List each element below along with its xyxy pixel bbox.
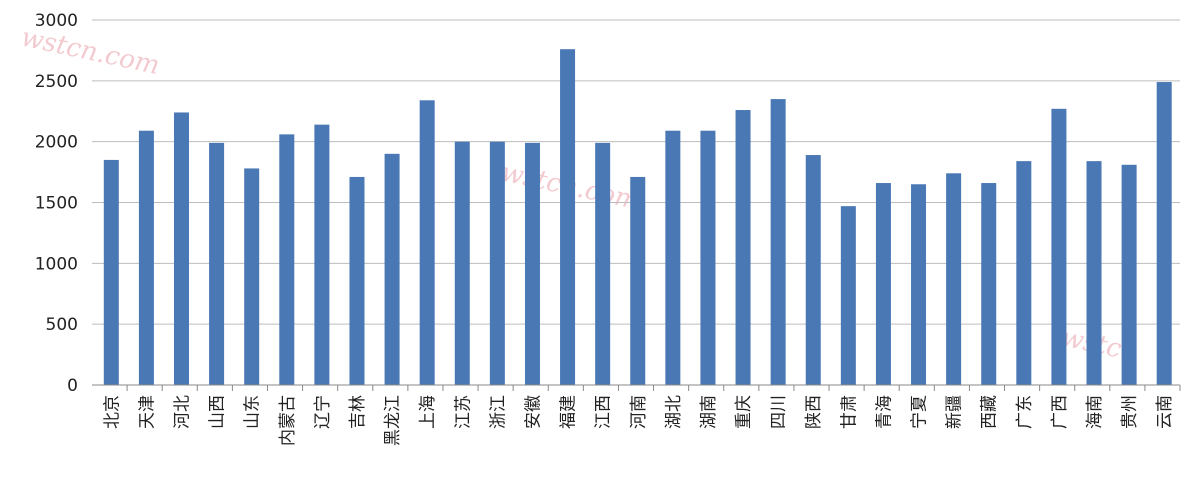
x-category-label: 新疆 (945, 395, 965, 429)
bar (314, 124, 330, 385)
x-category-label: 海南 (1085, 395, 1105, 429)
bar (560, 49, 576, 385)
x-category-label: 河南 (629, 395, 649, 429)
bar (770, 99, 786, 385)
y-tick-label: 0 (67, 376, 78, 396)
bar (630, 176, 646, 385)
x-category-label: 重庆 (734, 395, 754, 429)
bar (946, 173, 962, 385)
x-category-label: 四川 (769, 395, 789, 429)
x-category-label: 浙江 (488, 395, 508, 429)
bar (349, 176, 365, 385)
x-category-label: 广东 (1015, 395, 1035, 429)
x-category-label: 贵州 (1120, 395, 1140, 429)
x-category-label: 山西 (208, 395, 228, 429)
x-category-label: 江西 (594, 395, 614, 429)
y-tick-label: 1000 (35, 254, 78, 274)
x-category-label: 福建 (559, 395, 579, 429)
bar (173, 112, 189, 385)
y-tick-label: 1500 (35, 194, 78, 214)
bar (911, 184, 927, 385)
x-category-label: 西藏 (980, 395, 1000, 429)
x-category-label: 湖南 (699, 395, 719, 429)
y-tick-label: 2500 (35, 72, 78, 92)
bar (138, 130, 154, 385)
x-category-label: 安徽 (523, 395, 543, 429)
bar (595, 142, 611, 385)
bar (279, 134, 295, 385)
bar (1121, 164, 1137, 385)
x-category-label: 湖北 (664, 395, 684, 429)
bar (1156, 82, 1172, 386)
bar (665, 130, 681, 385)
bar (1051, 108, 1067, 386)
bar (1086, 161, 1102, 385)
bar (209, 142, 225, 385)
bar (875, 183, 891, 385)
x-category-label: 黑龙江 (383, 395, 403, 446)
x-category-label: 山东 (243, 395, 263, 429)
x-category-label: 吉林 (348, 395, 368, 429)
y-tick-label: 3000 (35, 11, 78, 31)
bar (419, 100, 435, 386)
x-category-label: 北京 (102, 395, 122, 429)
x-category-label: 内蒙古 (278, 395, 298, 446)
bar (489, 141, 505, 385)
y-axis: 0 500 1000 1500 2000 2500 3000 (35, 11, 78, 396)
bar (384, 153, 400, 385)
x-category-label: 上海 (418, 395, 438, 429)
x-axis: 北京 天津 河北 山西 山东 内蒙古 辽宁 吉林 黑龙江 上海 江苏 浙江 安徽 福建 江西 河南 湖北 湖南 重庆… (92, 384, 1181, 446)
y-tick-label: 2000 (35, 133, 78, 153)
x-category-label: 天津 (137, 395, 157, 429)
x-category-label: 云南 (1155, 395, 1175, 429)
bar (103, 159, 119, 385)
x-category-label: 河北 (172, 395, 192, 429)
x-category-label: 青海 (874, 395, 894, 429)
bar (981, 183, 997, 385)
bars (103, 49, 1172, 386)
y-tick-label: 500 (46, 315, 78, 335)
x-category-label: 陕西 (804, 395, 824, 429)
x-category-label: 甘肃 (839, 395, 859, 429)
x-category-label: 江苏 (453, 395, 473, 429)
bar (735, 110, 751, 386)
bar (244, 168, 260, 385)
bar (1016, 161, 1032, 385)
bar (454, 141, 470, 385)
x-category-label: 辽宁 (313, 395, 333, 429)
x-category-label: 广西 (1050, 395, 1070, 429)
bar (805, 155, 821, 385)
bar (700, 130, 716, 385)
bar (840, 206, 856, 385)
bar (524, 142, 540, 385)
x-category-label: 宁夏 (910, 395, 930, 429)
